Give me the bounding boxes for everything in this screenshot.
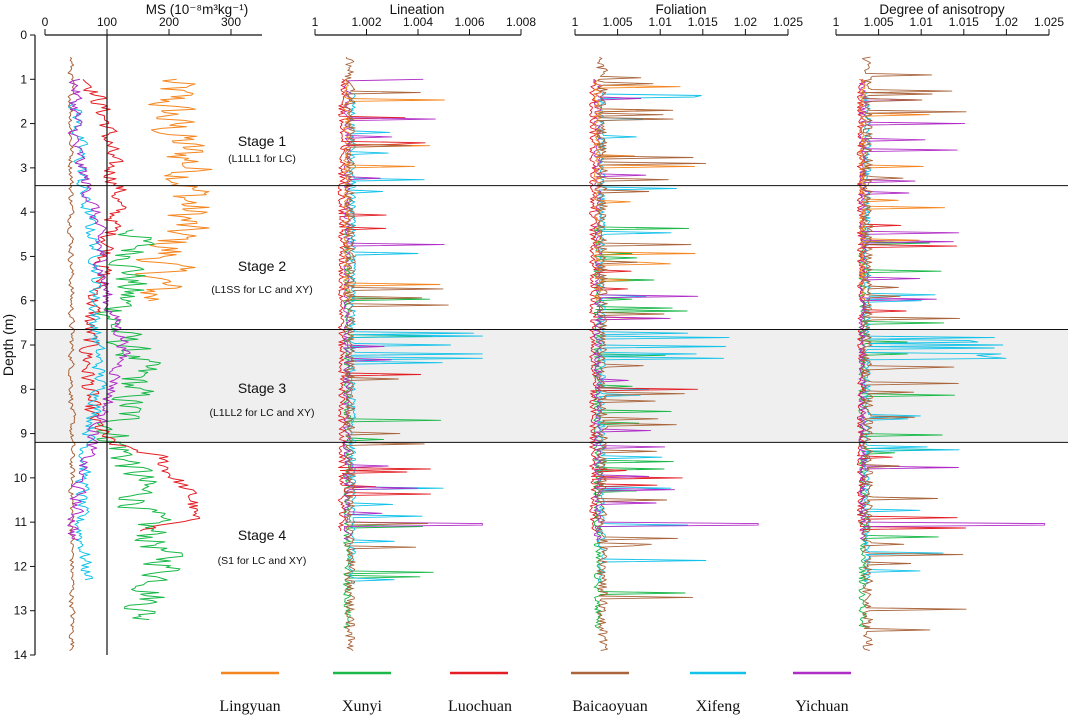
ms-series-baicaoyuan — [67, 56, 77, 652]
ms-tick-label-2: 200 — [159, 15, 179, 29]
legend-label-xifeng: Xifeng — [696, 698, 740, 715]
panel-title-lineation: Lineation — [390, 2, 445, 17]
depth-tick-label-0: 0 — [20, 28, 27, 42]
depth-tick-label-5: 5 — [20, 249, 27, 263]
foliation-series-baicaoyuan — [596, 56, 707, 652]
ms-tick-label-0: 0 — [42, 15, 49, 29]
lineation-tick-label-3: 1.006 — [454, 15, 484, 29]
anisotropy-series-luochuan — [856, 79, 967, 532]
legend-label-lingyuan: Lingyuan — [219, 698, 280, 715]
ms-series-xunyi — [95, 229, 183, 621]
depth-tick-label-4: 4 — [20, 205, 27, 219]
depth-tick-label-1: 1 — [20, 72, 27, 86]
panel-title-anisotropy: Degree of anisotropy — [879, 2, 1005, 17]
y-axis-label: Depth (m) — [0, 314, 16, 376]
lineation-series-baicaoyuan — [344, 56, 449, 651]
legend-label-yichuan: Yichuan — [795, 698, 848, 715]
panel-titles: MS (10⁻⁸m³kg⁻¹) Lineation Foliation Degr… — [146, 2, 1005, 17]
depth-tick-label-8: 8 — [20, 382, 27, 396]
anisotropy-tick-label-5: 1.025 — [1034, 15, 1064, 29]
stage-1-title: Stage 1 — [238, 133, 286, 149]
legend: Lingyuan Xunyi Luochuan Baicaoyuan Xifen… — [219, 671, 851, 715]
anisotropy-tick-label-3: 1.015 — [949, 15, 979, 29]
panel-title-foliation: Foliation — [655, 2, 706, 17]
foliation-series-lingyuan — [593, 78, 696, 301]
legend-label-luochuan: Luochuan — [448, 698, 512, 715]
anisotropy-tick-label-4: 1.02 — [995, 15, 1019, 29]
depth-tick-label-11: 11 — [15, 515, 28, 529]
depth-tick-label-12: 12 — [14, 559, 28, 573]
stage-4-subtitle: (S1 for LC and XY) — [218, 555, 307, 567]
stage-labels: Stage 1 (L1LL1 for LC) Stage 2 (L1SS for… — [209, 133, 314, 567]
curves — [67, 56, 1046, 652]
depth-tick-label-7: 7 — [20, 338, 27, 352]
depth-tick-label-6: 6 — [20, 294, 27, 308]
lineation-series-yichuan — [342, 78, 483, 541]
stage-1-subtitle: (L1LL1 for LC) — [228, 153, 296, 165]
stage-3-subtitle: (L1LL2 for LC and XY) — [209, 407, 314, 419]
depth-tick-label-3: 3 — [20, 161, 27, 175]
stage-3-band — [35, 329, 1068, 443]
anisotropy-tick-label-2: 1.01 — [910, 15, 934, 29]
lineation-tick-label-2: 1.004 — [403, 15, 433, 29]
ms-series-yichuan — [67, 78, 131, 541]
legend-label-baicaoyuan: Baicaoyuan — [572, 698, 648, 715]
foliation-tick-label-2: 1.01 — [649, 15, 673, 29]
foliation-tick-label-1: 1.005 — [603, 15, 633, 29]
foliation-tick-label-3: 1.015 — [688, 15, 718, 29]
foliation-series-luochuan — [589, 78, 698, 532]
depth-tick-label-10: 10 — [14, 471, 28, 485]
depth-tick-label-13: 13 — [14, 604, 28, 618]
depth-tick-label-2: 2 — [20, 117, 27, 131]
ms-series-xifeng — [68, 100, 108, 581]
lineation-series-lingyuan — [342, 79, 445, 302]
foliation-tick-label-5: 1.025 — [773, 15, 803, 29]
anisotropy-series-baicaoyuan — [861, 56, 967, 652]
anisotropy-series-lingyuan — [858, 78, 946, 302]
foliation-tick-label-0: 1 — [572, 15, 579, 29]
ms-tick-label-1: 100 — [97, 15, 117, 29]
stage-3-title: Stage 3 — [238, 380, 286, 396]
ms-series-lingyuan — [135, 78, 213, 302]
lineation-tick-label-0: 1 — [312, 15, 319, 29]
legend-label-xunyi: Xunyi — [342, 698, 383, 715]
anisotropy-tick-label-1: 1.005 — [864, 15, 894, 29]
foliation-series-xifeng — [597, 92, 730, 585]
panel-title-ms: MS (10⁻⁸m³kg⁻¹) — [146, 2, 248, 17]
foliation-tick-label-4: 1.02 — [734, 15, 758, 29]
depth-tick-label-14: 14 — [14, 648, 28, 662]
lineation-tick-label-4: 1.008 — [506, 15, 536, 29]
lineation-series-luochuan — [337, 78, 431, 532]
lineation-tick-label-1: 1.002 — [351, 15, 381, 29]
stage-shading — [35, 329, 1068, 443]
anisotropy-tick-label-0: 1 — [833, 15, 840, 29]
foliation-series-yichuan — [593, 79, 759, 541]
anisotropy-series-yichuan — [858, 78, 1046, 541]
stage-2-title: Stage 2 — [238, 258, 286, 274]
ms-tick-label-3: 300 — [221, 15, 241, 29]
ms-series-luochuan — [78, 79, 201, 532]
stage-2-subtitle: (L1SS for LC and XY) — [211, 284, 313, 296]
stage-4-title: Stage 4 — [238, 527, 286, 543]
depth-tick-label-9: 9 — [20, 427, 27, 441]
